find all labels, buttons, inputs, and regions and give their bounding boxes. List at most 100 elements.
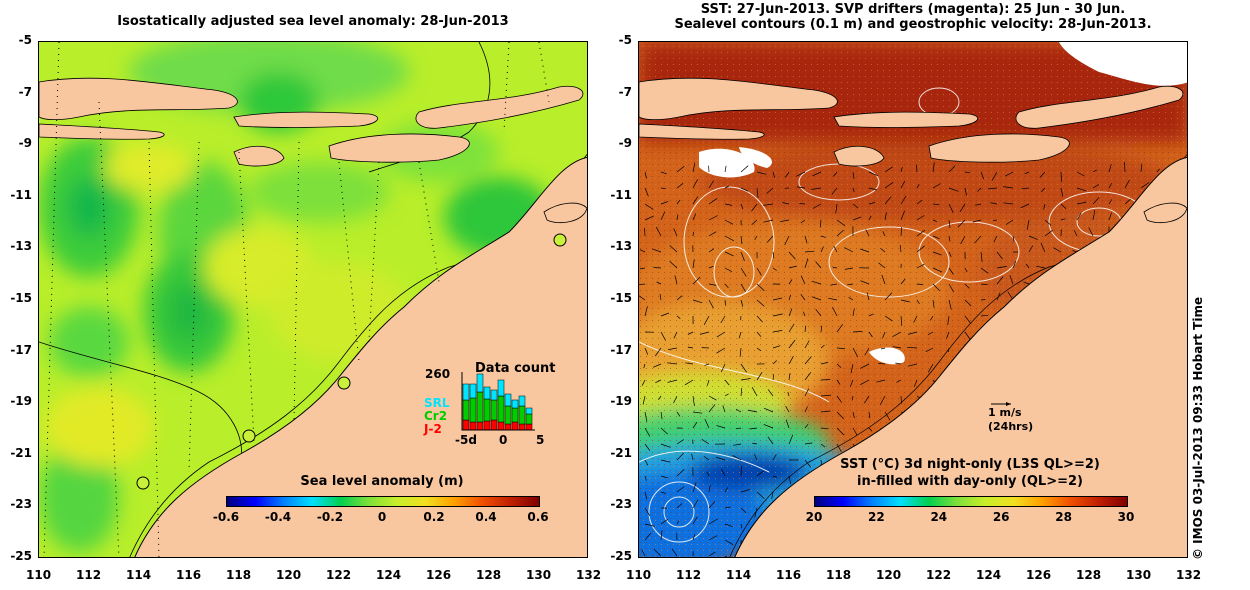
data-count-bar — [469, 397, 477, 423]
velocity-arrow — [884, 212, 887, 221]
velocity-arrow — [980, 299, 986, 301]
velocity-arrow — [916, 245, 925, 253]
velocity-arrow — [787, 391, 790, 397]
velocity-arrow — [720, 315, 726, 324]
sla-map-canvas — [39, 42, 587, 557]
velocity-arrow — [724, 219, 734, 225]
sst-map-canvas — [639, 42, 1187, 557]
velocity-arrow — [782, 202, 790, 205]
velocity-arrow — [927, 363, 934, 373]
velocity-arrow — [644, 187, 649, 197]
velocity-arrow — [644, 227, 646, 237]
velocity-arrow — [811, 187, 822, 190]
right-x-tick-label: 114 — [726, 568, 752, 582]
velocity-arrow — [788, 356, 794, 365]
velocity-arrow — [1005, 171, 1014, 177]
data-count-bar — [483, 386, 491, 400]
right-y-tick-label: -7 — [618, 84, 632, 99]
velocity-arrow — [740, 251, 745, 262]
velocity-arrow — [724, 379, 730, 386]
right-y-tick-label: -25 — [610, 549, 632, 563]
velocity-arrow — [932, 251, 942, 256]
velocity-scale-label: 1 m/s — [988, 406, 1022, 419]
velocity-arrow — [704, 418, 710, 429]
velocity-arrow — [676, 315, 681, 319]
velocity-arrow — [844, 267, 854, 270]
velocity-arrow — [828, 297, 838, 301]
velocity-arrow — [788, 308, 793, 317]
velocity-arrow — [835, 203, 838, 214]
velocity-arrow — [767, 436, 774, 445]
velocity-arrow — [1043, 203, 1046, 210]
velocity-arrow — [708, 299, 714, 309]
velocity-arrow — [900, 299, 910, 303]
velocity-arrow — [964, 267, 968, 273]
velocity-arrow — [668, 347, 678, 350]
velocity-arrow — [692, 259, 695, 269]
velocity-arrow — [1020, 203, 1030, 209]
velocity-arrow — [763, 407, 774, 413]
velocity-arrow — [864, 347, 870, 356]
velocity-arrow — [868, 313, 874, 317]
velocity-arrow — [659, 293, 662, 301]
velocity-arrow — [884, 315, 893, 322]
velocity-arrow — [784, 235, 790, 246]
velocity-arrow — [1039, 171, 1046, 178]
velocity-arrow — [732, 455, 742, 461]
velocity-arrow — [754, 454, 758, 461]
velocity-arrow — [988, 187, 998, 190]
velocity-arrow — [676, 165, 685, 173]
velocity-arrow — [692, 499, 699, 509]
velocity-arrow — [644, 411, 648, 422]
velocity-arrow — [674, 275, 678, 285]
velocity-arrow — [676, 439, 684, 445]
velocity-arrow — [881, 274, 886, 285]
velocity-arrow — [884, 292, 893, 301]
velocity-arrow — [896, 379, 902, 383]
velocity-arrow — [836, 379, 841, 385]
velocity-arrow — [880, 347, 886, 350]
velocity-arrow — [900, 278, 906, 285]
velocity-arrow — [980, 314, 989, 317]
velocity-arrow — [964, 299, 972, 307]
velocity-arrow — [747, 409, 758, 413]
velocity-arrow — [959, 203, 966, 213]
velocity-arrow — [772, 360, 777, 365]
velocity-arrow — [804, 424, 809, 429]
velocity-arrow — [860, 248, 870, 253]
velocity-arrow — [724, 267, 732, 272]
right-y-tick-label: -9 — [618, 136, 632, 151]
velocity-arrow — [751, 387, 758, 397]
velocity-arrow — [868, 215, 872, 221]
sla-colorbar-tick-label: -0.2 — [316, 510, 344, 524]
velocity-arrow — [977, 187, 982, 192]
data-count-bar — [490, 399, 498, 421]
sea-level-anomaly-map: 260 Data count SRL Cr2 J-2 -5d 0 5 Sea l… — [38, 41, 588, 558]
data-count-xtick-zero: 0 — [499, 433, 508, 447]
velocity-arrow — [724, 487, 729, 493]
velocity-arrow — [932, 219, 938, 223]
velocity-arrow — [1003, 202, 1014, 205]
sst-map: 1 m/s (24hrs) SST (°C) 3d night-only (L3… — [638, 41, 1188, 558]
velocity-arrow — [644, 523, 655, 527]
velocity-arrow — [660, 530, 663, 541]
velocity-arrow — [1092, 169, 1097, 173]
velocity-arrow — [1124, 198, 1131, 205]
sst-colorbar-tick-label: 24 — [930, 510, 948, 524]
data-count-bar — [504, 423, 512, 431]
velocity-arrow — [868, 411, 871, 419]
velocity-arrow — [739, 347, 742, 357]
velocity-arrow — [907, 363, 918, 367]
velocity-arrow — [804, 459, 812, 468]
velocity-arrow — [948, 203, 954, 213]
velocity-arrow — [836, 395, 842, 403]
velocity-arrow — [1060, 171, 1062, 183]
velocity-arrow — [749, 427, 758, 430]
velocity-arrow — [892, 331, 902, 338]
velocity-arrow — [913, 315, 918, 323]
velocity-arrow — [756, 372, 763, 381]
velocity-arrow — [800, 275, 806, 285]
velocity-arrow — [704, 363, 710, 366]
velocity-arrow — [788, 475, 792, 485]
velocity-arrow — [692, 162, 696, 173]
